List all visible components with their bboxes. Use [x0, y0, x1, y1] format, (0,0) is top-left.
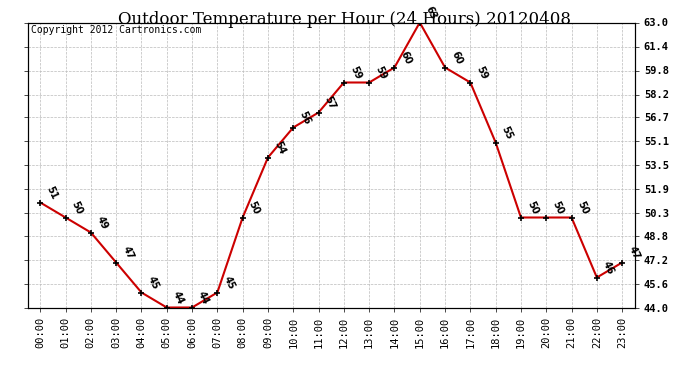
Text: 46: 46 [601, 260, 615, 276]
Text: 50: 50 [70, 200, 84, 216]
Text: 45: 45 [146, 274, 160, 291]
Text: 44: 44 [171, 290, 186, 306]
Text: 50: 50 [575, 200, 591, 216]
Text: 47: 47 [627, 244, 641, 261]
Text: 50: 50 [247, 200, 262, 216]
Text: 56: 56 [297, 110, 312, 126]
Text: 50: 50 [551, 200, 565, 216]
Text: 51: 51 [44, 184, 59, 201]
Text: 45: 45 [221, 274, 236, 291]
Text: 60: 60 [399, 50, 413, 66]
Text: 59: 59 [475, 64, 489, 81]
Text: 59: 59 [348, 64, 363, 81]
Text: 63: 63 [424, 4, 439, 21]
Text: 44: 44 [196, 290, 211, 306]
Text: 55: 55 [500, 124, 515, 141]
Text: 49: 49 [95, 214, 110, 231]
Text: 50: 50 [525, 200, 540, 216]
Text: 60: 60 [449, 50, 464, 66]
Text: 57: 57 [323, 94, 337, 111]
Text: 59: 59 [373, 64, 388, 81]
Text: Copyright 2012 Cartronics.com: Copyright 2012 Cartronics.com [30, 26, 201, 35]
Text: 54: 54 [272, 140, 287, 156]
Text: 47: 47 [120, 244, 135, 261]
Text: Outdoor Temperature per Hour (24 Hours) 20120408: Outdoor Temperature per Hour (24 Hours) … [119, 11, 571, 28]
